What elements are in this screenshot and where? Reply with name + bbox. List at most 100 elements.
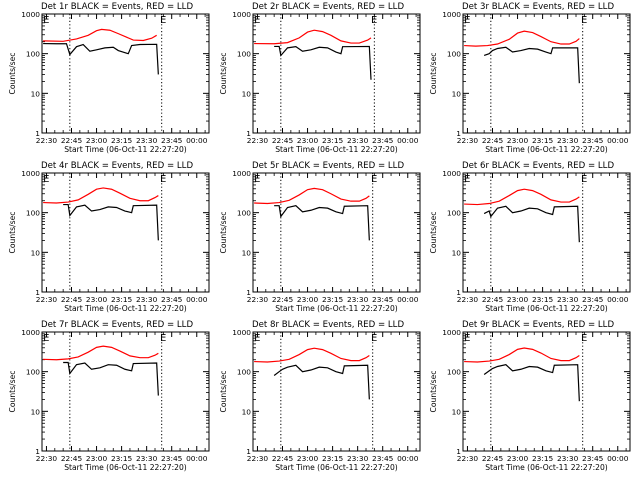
x-tick-label: 23:45: [582, 454, 604, 463]
y-tick-label: 10: [31, 89, 41, 98]
x-tick-label: 00:00: [397, 295, 419, 304]
x-tick-label: 23:15: [322, 295, 344, 304]
y-tick-label: 1000: [21, 169, 40, 178]
y-axis-label: Counts/sec: [8, 212, 17, 254]
x-tick-label: 22:30: [247, 454, 269, 463]
x-tick-label: 23:45: [161, 454, 183, 463]
x-tick-label: 23:45: [372, 136, 394, 145]
y-axis-label: Counts/sec: [219, 371, 228, 413]
events-series-line: [43, 42, 159, 75]
y-tick-label: 100: [26, 50, 40, 59]
y-axis-label: Counts/sec: [219, 212, 228, 254]
e-marker-label: E: [464, 15, 470, 26]
chart-panel-6: Det 6r BLACK = Events, RED = LLD 1 10 100 10…: [429, 161, 631, 313]
plot-frame: [462, 13, 631, 134]
e-marker-label: E: [371, 15, 377, 26]
lld-series-line: [254, 29, 372, 45]
x-tick-label: 22:45: [61, 136, 83, 145]
y-tick-label: 10: [452, 248, 462, 257]
e-marker-label: E: [464, 174, 470, 185]
panel-title: Det 2r BLACK = Events, RED = LLD: [252, 2, 404, 12]
y-tick-label: 1: [35, 288, 40, 297]
x-tick-label: 22:45: [272, 295, 294, 304]
x-axis-label: Start Time (06-Oct-11 22:27:20): [64, 463, 187, 472]
x-tick-label: 00:00: [397, 136, 419, 145]
y-tick-label: 10: [31, 407, 41, 416]
x-axis-label: Start Time (06-Oct-11 22:27:20): [64, 145, 187, 154]
y-tick-label: 1: [246, 288, 251, 297]
panel-title: Det 4r BLACK = Events, RED = LLD: [41, 161, 193, 171]
y-tick-label: 10: [242, 248, 252, 257]
x-axis-label: Start Time (06-Oct-11 22:27:20): [275, 304, 398, 313]
x-tick-label: 23:30: [136, 295, 158, 304]
x-tick-label: 22:45: [61, 454, 83, 463]
chart-panel-7: Det 7r BLACK = Events, RED = LLD 1 10 100 10…: [8, 320, 210, 472]
x-tick-label: 23:30: [557, 454, 579, 463]
y-axis-label: Counts/sec: [429, 371, 438, 413]
y-tick-label: 1000: [21, 328, 40, 337]
y-tick-label: 1: [456, 447, 461, 456]
chart-panel-4: Det 4r BLACK = Events, RED = LLD 1 10 100 10…: [8, 161, 210, 313]
x-tick-label: 00:00: [607, 454, 629, 463]
x-tick-label: 23:00: [507, 295, 529, 304]
y-tick-label: 1000: [21, 10, 40, 19]
e-marker-label: E: [160, 174, 166, 185]
chart-panel-3: Det 3r BLACK = Events, RED = LLD 1 10 100 10…: [429, 2, 631, 154]
x-tick-label: 23:00: [86, 136, 108, 145]
x-tick-label: 23:00: [297, 136, 319, 145]
panel-title: Det 1r BLACK = Events, RED = LLD: [41, 2, 193, 12]
y-axis-label: Counts/sec: [8, 53, 17, 95]
x-tick-label: 23:45: [161, 136, 183, 145]
panel-title: Det 7r BLACK = Events, RED = LLD: [41, 320, 193, 330]
x-tick-label: 23:15: [111, 136, 133, 145]
x-tick-label: 00:00: [397, 454, 419, 463]
plot-frame: [252, 13, 421, 134]
plot-frame: [462, 172, 631, 293]
panel-title: Det 8r BLACK = Events, RED = LLD: [252, 320, 404, 330]
panel-title: Det 3r BLACK = Events, RED = LLD: [462, 2, 614, 12]
x-tick-label: 23:30: [136, 454, 158, 463]
y-tick-label: 1000: [232, 10, 251, 19]
e-marker-label: E: [254, 174, 260, 185]
x-tick-label: 22:30: [36, 136, 58, 145]
e-marker-label: E: [43, 15, 49, 26]
y-tick-label: 100: [26, 209, 40, 218]
x-tick-label: 23:15: [322, 454, 344, 463]
y-axis-label: Counts/sec: [429, 212, 438, 254]
y-tick-label: 100: [447, 209, 461, 218]
events-series-line: [483, 205, 580, 243]
chart-panel-2: Det 2r BLACK = Events, RED = LLD 1 10 100 10…: [219, 2, 421, 154]
x-tick-label: 23:30: [557, 295, 579, 304]
x-tick-label: 23:15: [532, 454, 554, 463]
x-tick-label: 00:00: [186, 295, 208, 304]
plot-frame: [41, 172, 210, 293]
y-axis-label: Counts/sec: [219, 53, 228, 95]
x-tick-label: 22:30: [247, 136, 269, 145]
lld-series-line: [464, 347, 580, 363]
x-tick-label: 22:30: [36, 295, 58, 304]
y-tick-label: 1000: [232, 169, 251, 178]
x-tick-label: 23:00: [86, 295, 108, 304]
x-tick-label: 23:00: [507, 454, 529, 463]
y-tick-label: 1000: [442, 328, 461, 337]
x-tick-label: 23:30: [347, 454, 369, 463]
x-tick-label: 23:45: [582, 295, 604, 304]
x-tick-label: 23:30: [557, 136, 579, 145]
x-tick-label: 00:00: [186, 136, 208, 145]
x-tick-label: 22:30: [36, 454, 58, 463]
e-marker-label: E: [160, 333, 166, 344]
plot-frame: [41, 331, 210, 452]
events-series-line: [483, 364, 580, 402]
y-tick-label: 100: [237, 368, 251, 377]
y-tick-label: 10: [452, 89, 462, 98]
x-tick-label: 22:45: [272, 136, 294, 145]
y-tick-label: 10: [242, 407, 252, 416]
x-axis-label: Start Time (06-Oct-11 22:27:20): [485, 463, 608, 472]
y-tick-label: 10: [242, 89, 252, 98]
x-tick-label: 23:00: [297, 454, 319, 463]
x-tick-label: 23:15: [322, 136, 344, 145]
x-axis-label: Start Time (06-Oct-11 22:27:20): [275, 463, 398, 472]
y-tick-label: 100: [26, 368, 40, 377]
lld-series-line: [43, 187, 159, 204]
